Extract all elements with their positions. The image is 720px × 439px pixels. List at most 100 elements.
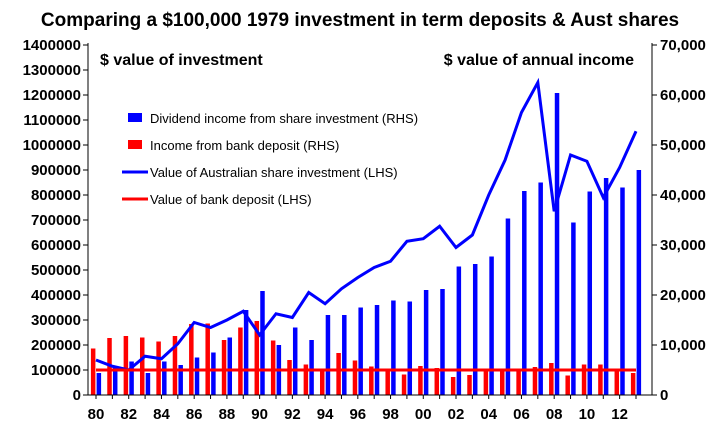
legend-label-0: Dividend income from share investment (R… <box>150 111 418 126</box>
bank-income-bar-1997 <box>369 366 374 395</box>
dividend-income-bar-1999 <box>407 301 413 395</box>
x-tick-label: 94 <box>317 406 334 423</box>
bank-income-bar-1991 <box>270 340 276 395</box>
dividend-income-bar-1987 <box>211 352 216 395</box>
bank-income-bar-1998 <box>385 371 390 395</box>
right-tick-label: 0 <box>660 387 668 404</box>
x-tick-label: 98 <box>382 406 399 423</box>
dividend-income-bar-2007 <box>538 182 543 395</box>
x-tick-label: 02 <box>448 406 465 423</box>
left-tick-label: 400000 <box>31 287 81 304</box>
dividend-income-bar-2009 <box>571 222 576 395</box>
x-tick-label: 80 <box>88 406 105 423</box>
bank-income-bar-1983 <box>139 337 145 395</box>
dividend-income-bar-2006 <box>522 191 527 395</box>
dividend-income-bar-2002 <box>456 266 462 395</box>
legend-label-2: Value of Australian share investment (LH… <box>150 165 398 180</box>
right-tick-label: 60,000 <box>660 87 706 104</box>
legend-label-3: Value of bank deposit (LHS) <box>150 192 312 207</box>
dividend-income-bar-1992 <box>292 327 298 395</box>
bank-income-bar-2005 <box>499 368 505 395</box>
share-value-line <box>95 77 638 372</box>
left-tick-label: 200000 <box>31 337 81 354</box>
bank-income-bar-1989 <box>238 327 243 395</box>
bank-income-bar-2002 <box>450 377 456 395</box>
bank-income-bar-2009 <box>565 375 570 395</box>
dividend-income-bar-2010 <box>587 191 593 395</box>
line-layer <box>95 77 638 372</box>
left-tick-label: 700000 <box>31 212 81 229</box>
left-tick-label: 1100000 <box>23 112 81 129</box>
bank-income-bar-2010 <box>581 364 587 395</box>
bar-layer <box>90 93 642 395</box>
dividend-income-bar-2013 <box>636 170 642 395</box>
dividend-income-bar-2000 <box>423 290 429 395</box>
x-tick-label: 86 <box>186 406 203 423</box>
x-tick-label: 06 <box>513 406 530 423</box>
right-tick-label: 50,000 <box>660 137 706 154</box>
bank-income-bar-1984 <box>156 341 161 395</box>
left-tick-label: 1000000 <box>23 137 81 154</box>
x-tick-label: 10 <box>579 406 596 423</box>
left-tick-label: 1400000 <box>23 37 81 54</box>
dividend-income-bar-2005 <box>505 218 511 395</box>
bank-income-bar-2011 <box>598 364 603 395</box>
bank-income-bar-2007 <box>532 367 538 395</box>
x-tick-label: 90 <box>251 406 268 423</box>
dividend-income-bar-1989 <box>243 310 249 395</box>
left-tick-label: 1300000 <box>23 62 81 79</box>
x-tick-label: 88 <box>219 406 236 423</box>
dividend-income-bar-1982 <box>129 361 134 395</box>
right-tick-label: 20,000 <box>660 287 706 304</box>
bank-income-bar-1988 <box>221 340 227 395</box>
left-axis-caption: $ value of investment <box>100 52 263 69</box>
x-tick-label: 08 <box>546 406 563 423</box>
right-tick-label: 40,000 <box>660 187 706 204</box>
bank-income-bar-1982 <box>123 336 129 395</box>
right-tick-label: 10,000 <box>660 337 706 354</box>
bank-income-bar-1990 <box>254 321 260 395</box>
bank-income-bar-1992 <box>287 360 292 395</box>
x-tick-label: 00 <box>415 406 432 423</box>
dividend-income-bar-2003 <box>472 264 478 395</box>
legend-swatch-0 <box>128 113 142 122</box>
dividend-income-bar-1994 <box>325 315 331 395</box>
bank-income-bar-1980 <box>90 348 96 395</box>
dividend-income-bar-1983 <box>145 373 151 395</box>
bank-income-bar-1993 <box>303 364 309 395</box>
dividend-income-bar-2011 <box>603 178 609 395</box>
x-tick-label: 92 <box>284 406 301 423</box>
dividend-income-bar-1995 <box>342 315 347 395</box>
right-tick-label: 70,000 <box>660 37 706 54</box>
bank-income-bar-2008 <box>549 363 554 395</box>
left-tick-label: 0 <box>73 387 81 404</box>
left-tick-label: 100000 <box>31 362 81 379</box>
left-tick-label: 1200000 <box>23 87 81 104</box>
bank-income-bar-1996 <box>352 360 358 395</box>
chart-title: Comparing a $100,000 1979 investment in … <box>41 10 679 31</box>
bank-income-bar-1987 <box>205 323 210 395</box>
dividend-income-bar-2001 <box>440 289 445 395</box>
bank-income-bar-2000 <box>418 366 423 395</box>
dividend-income-bar-1993 <box>309 340 314 395</box>
bank-income-bar-1986 <box>189 324 194 395</box>
dividend-income-bar-1988 <box>227 337 233 395</box>
dividend-income-bar-2012 <box>620 187 625 395</box>
bank-income-bar-2001 <box>434 368 440 395</box>
x-tick-label: 84 <box>153 406 170 423</box>
left-tick-label: 600000 <box>31 237 81 254</box>
x-tick-label: 96 <box>349 406 366 423</box>
legend-swatch-1 <box>128 140 142 149</box>
dividend-income-bar-2008 <box>554 93 560 395</box>
left-tick-label: 900000 <box>31 162 81 179</box>
dividend-income-bar-1997 <box>374 305 380 395</box>
dividend-income-bar-1985 <box>178 365 183 395</box>
legend: Dividend income from share investment (R… <box>122 111 418 207</box>
bank-income-bar-2013 <box>630 373 636 395</box>
left-tick-label: 300000 <box>31 312 81 329</box>
legend-label-1: Income from bank deposit (RHS) <box>150 138 339 153</box>
dividend-income-bar-2004 <box>489 256 494 395</box>
right-axis-caption: $ value of annual income <box>444 52 634 69</box>
bank-income-bar-1994 <box>319 368 325 395</box>
